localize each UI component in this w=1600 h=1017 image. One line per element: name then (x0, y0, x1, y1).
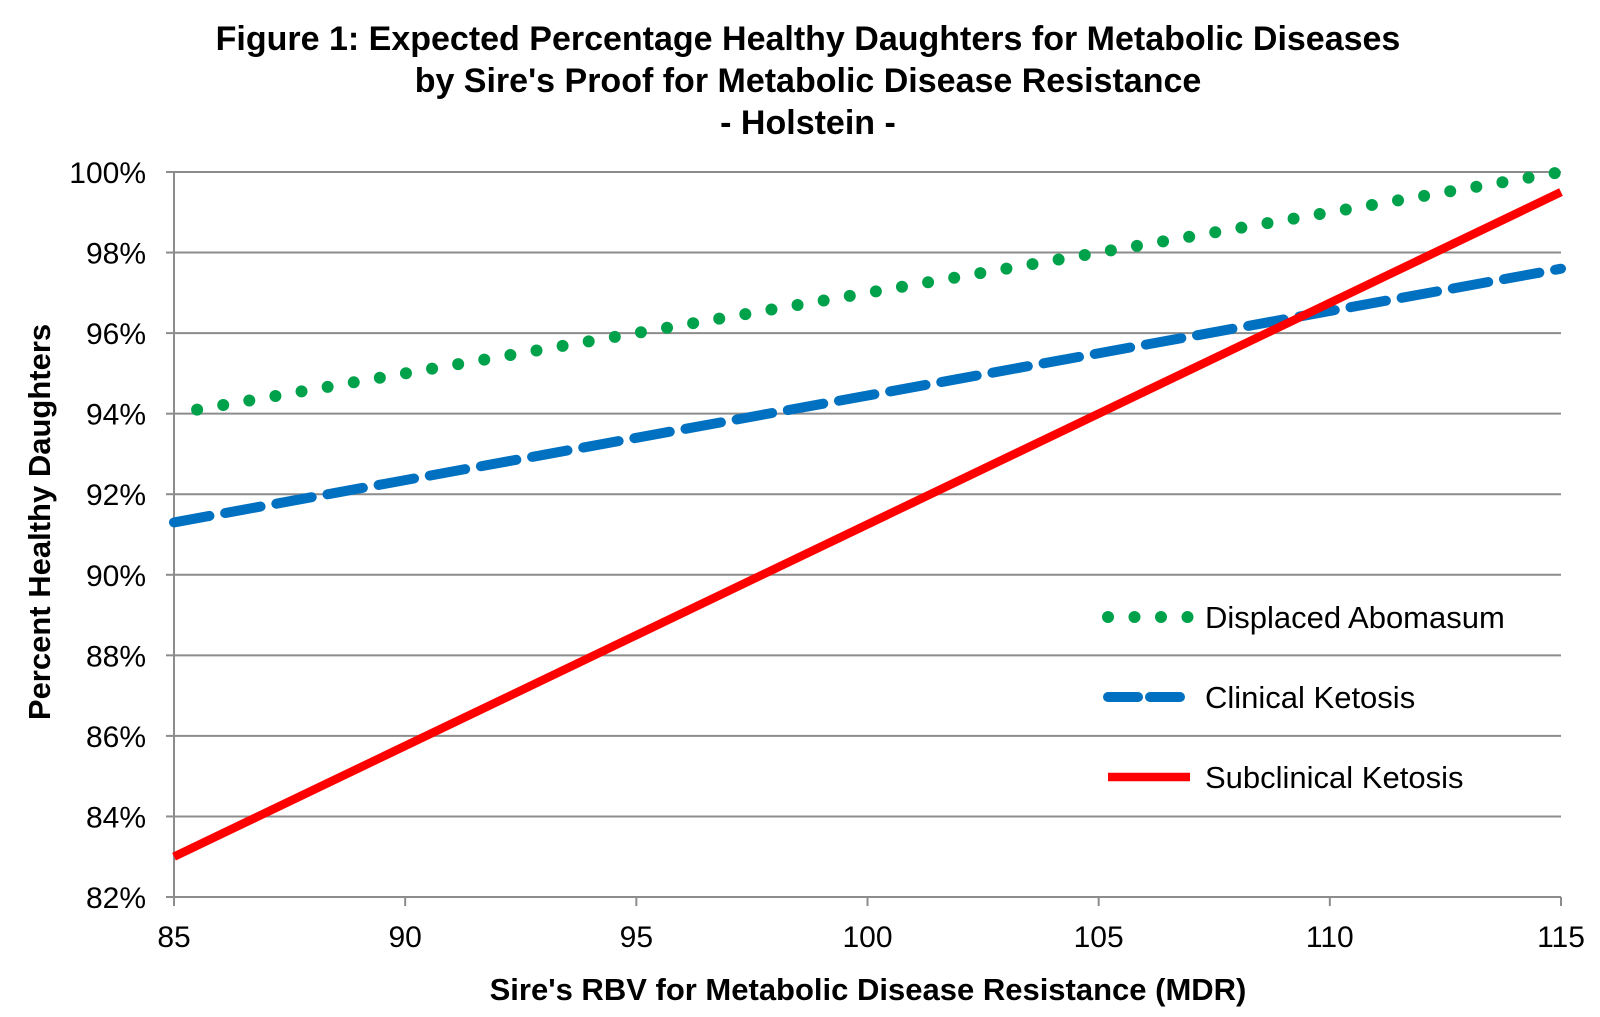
legend: Displaced Abomasum Clinical Ketosis Subcli… (1102, 600, 1505, 795)
legend-label-displaced-abomasum: Displaced Abomasum (1205, 600, 1505, 635)
axes (166, 171, 1562, 906)
series-lines (169, 166, 1567, 861)
chart-title: Figure 1: Expected Percentage Healthy Da… (216, 20, 1401, 142)
y-tick-label: 92% (86, 479, 146, 512)
y-tick-label: 88% (86, 640, 146, 673)
legend-label-clinical-ketosis: Clinical Ketosis (1205, 680, 1415, 715)
chart-title-line-1: Figure 1: Expected Percentage Healthy Da… (216, 20, 1401, 58)
x-axis-title: Sire's RBV for Metabolic Disease Resista… (490, 972, 1247, 1007)
legend-label-subclinical-ketosis: Subclinical Ketosis (1205, 760, 1463, 795)
x-axis-tick-labels: 85 90 95 100 105 110 115 (157, 921, 1585, 954)
series-line-clinical-ketosis (169, 263, 1566, 528)
y-tick-label: 84% (86, 801, 146, 834)
y-axis-tick-labels: 82% 84% 86% 88% 90% 92% 94% 96% 98% 100% (69, 157, 146, 915)
y-axis-title: Percent Healthy Daughters (22, 324, 57, 720)
x-tick-label: 85 (157, 921, 190, 954)
x-tick-label: 105 (1074, 921, 1124, 954)
series-line-subclinical-ketosis (172, 188, 1563, 861)
chart-title-line-2: by Sire's Proof for Metabolic Disease Re… (415, 62, 1202, 100)
x-tick-label: 95 (620, 921, 653, 954)
y-tick-label: 86% (86, 721, 146, 754)
chart-title-line-3: - Holstein - (720, 104, 896, 142)
x-tick-label: 115 (1537, 921, 1585, 954)
x-tick-label: 90 (388, 921, 421, 954)
y-tick-label: 100% (69, 157, 146, 190)
y-tick-label: 98% (86, 238, 146, 271)
y-tick-label: 94% (86, 399, 146, 432)
x-tick-label: 100 (842, 921, 892, 954)
y-tick-label: 82% (86, 882, 146, 915)
y-tick-label: 90% (86, 560, 146, 593)
series-line-displaced-abomasum (191, 166, 1567, 416)
gridlines (174, 171, 1561, 898)
y-tick-label: 96% (86, 318, 146, 351)
x-tick-label: 110 (1306, 921, 1354, 954)
